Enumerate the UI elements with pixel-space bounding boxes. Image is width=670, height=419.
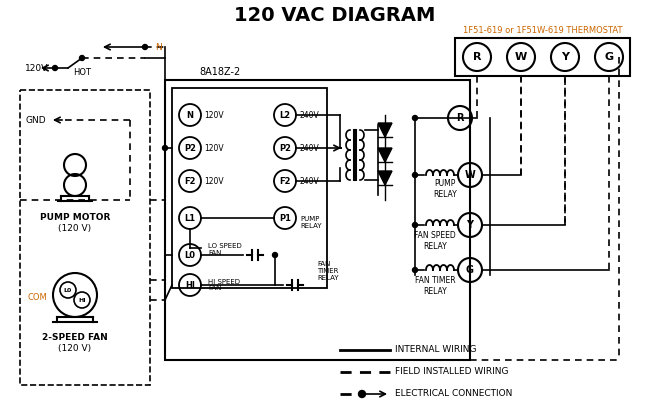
Text: FAN TIMER
RELAY: FAN TIMER RELAY	[415, 276, 456, 296]
Text: 2-SPEED FAN: 2-SPEED FAN	[42, 333, 108, 341]
Text: 120V: 120V	[204, 143, 224, 153]
Text: 240V: 240V	[299, 143, 319, 153]
Text: P2: P2	[279, 143, 291, 153]
Circle shape	[273, 253, 277, 258]
Text: COM: COM	[27, 292, 47, 302]
Text: L0: L0	[184, 251, 196, 259]
Circle shape	[413, 267, 417, 272]
Text: FIELD INSTALLED WIRING: FIELD INSTALLED WIRING	[395, 367, 509, 377]
Circle shape	[358, 391, 366, 398]
Text: HI: HI	[78, 297, 86, 303]
Text: F2: F2	[279, 176, 291, 186]
Text: 120V: 120V	[204, 111, 224, 119]
Polygon shape	[378, 148, 392, 162]
Text: 120V: 120V	[25, 64, 48, 72]
Circle shape	[413, 116, 417, 121]
Polygon shape	[378, 123, 392, 137]
Text: HI: HI	[185, 280, 195, 290]
Text: W: W	[515, 52, 527, 62]
Text: (120 V): (120 V)	[58, 344, 92, 352]
Text: W: W	[464, 170, 476, 180]
Circle shape	[80, 55, 84, 60]
Polygon shape	[378, 171, 392, 185]
Text: P2: P2	[184, 143, 196, 153]
Circle shape	[413, 173, 417, 178]
Text: 8A18Z-2: 8A18Z-2	[200, 67, 241, 77]
Text: PUMP
RELAY: PUMP RELAY	[433, 179, 457, 199]
Text: FAN
TIMER
RELAY: FAN TIMER RELAY	[317, 261, 338, 281]
Text: HI SPEED
FAN: HI SPEED FAN	[208, 279, 240, 292]
Text: G: G	[466, 265, 474, 275]
Text: PUMP
RELAY: PUMP RELAY	[300, 215, 322, 228]
Text: R: R	[473, 52, 481, 62]
Text: L0: L0	[64, 287, 72, 292]
Text: LO SPEED
FAN: LO SPEED FAN	[208, 243, 242, 256]
Bar	[172, 88, 327, 288]
Text: G: G	[604, 52, 614, 62]
Text: PUMP MOTOR: PUMP MOTOR	[40, 212, 110, 222]
Text: (120 V): (120 V)	[58, 223, 92, 233]
Text: 240V: 240V	[299, 111, 319, 119]
Circle shape	[143, 44, 147, 49]
Text: HOT: HOT	[73, 67, 91, 77]
Text: P1: P1	[279, 214, 291, 222]
Text: ELECTRICAL CONNECTION: ELECTRICAL CONNECTION	[395, 390, 513, 398]
Circle shape	[413, 222, 417, 228]
Text: 1F51-619 or 1F51W-619 THERMOSTAT: 1F51-619 or 1F51W-619 THERMOSTAT	[463, 26, 622, 34]
Text: R: R	[456, 113, 464, 123]
Text: INTERNAL WIRING: INTERNAL WIRING	[395, 346, 476, 354]
Text: FAN SPEED
RELAY: FAN SPEED RELAY	[414, 231, 456, 251]
Text: F2: F2	[184, 176, 196, 186]
Circle shape	[52, 65, 58, 70]
Text: 240V: 240V	[299, 176, 319, 186]
Bar	[455, 38, 630, 76]
Circle shape	[163, 145, 168, 150]
Text: 120 VAC DIAGRAM: 120 VAC DIAGRAM	[234, 5, 436, 24]
Text: L1: L1	[184, 214, 196, 222]
Bar	[165, 80, 470, 360]
Text: 120V: 120V	[204, 176, 224, 186]
Text: N: N	[186, 111, 194, 119]
Text: Y: Y	[561, 52, 569, 62]
Text: GND: GND	[25, 116, 46, 124]
Text: Y: Y	[466, 220, 474, 230]
Text: N: N	[155, 42, 161, 52]
Text: L2: L2	[279, 111, 291, 119]
Bar	[20, 90, 150, 385]
